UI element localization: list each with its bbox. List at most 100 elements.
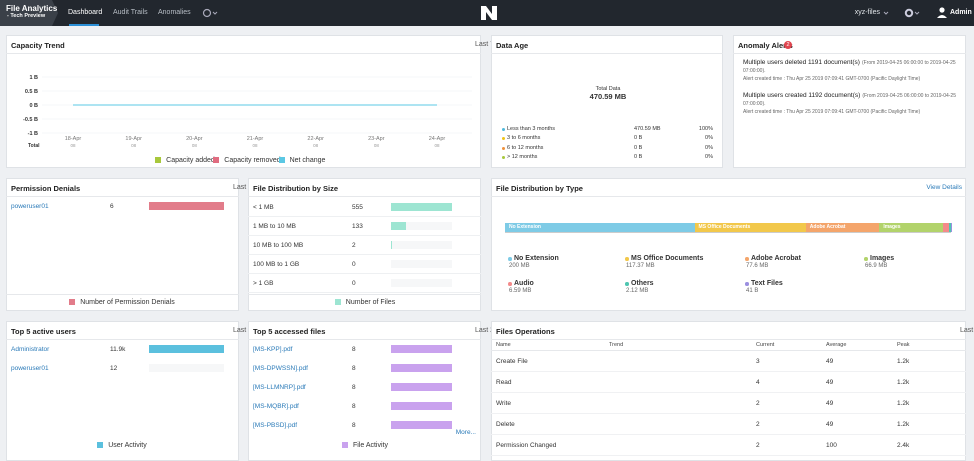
panel-divider	[248, 196, 481, 197]
active-tab-underline	[69, 24, 99, 26]
row-name[interactable]: [MS-KPP].pdf	[253, 346, 292, 353]
row-value: 8	[352, 384, 356, 391]
panel-title: File Distribution by Size	[253, 184, 338, 193]
panel-divider	[6, 196, 239, 197]
operation-stat: 2	[756, 400, 760, 407]
column-header: Name	[496, 342, 511, 348]
panel-title: Files Operations	[496, 327, 555, 336]
legend-swatch	[342, 442, 348, 448]
segment-label: No Extension	[505, 224, 541, 230]
row-name[interactable]: [MS-DPWSSN].pdf	[253, 365, 308, 372]
row-name[interactable]: [MS-MQBR].pdf	[253, 403, 299, 410]
page: (() => { const data = JSON.parse(documen…	[0, 0, 974, 449]
bar-track	[149, 364, 224, 372]
type-name: MS Office Documents	[631, 255, 703, 262]
type-bar-segment	[951, 223, 952, 232]
row-divider	[248, 235, 481, 236]
legend-swatch	[279, 157, 285, 163]
alert-time: Alert created time : Thu Apr 25 2019 07:…	[743, 108, 957, 116]
legend-swatch	[335, 299, 341, 305]
row-divider	[248, 292, 481, 293]
type-bar-underline	[505, 232, 951, 233]
row-name[interactable]: [MS-PBSD].pdf	[253, 422, 297, 429]
nav-tab[interactable]: Audit Trails	[113, 9, 148, 16]
bar	[391, 364, 452, 372]
segment-label: Adobe Acrobat	[806, 224, 846, 230]
panel-divider	[6, 294, 239, 295]
nav-tab[interactable]: Anomalies	[158, 9, 191, 16]
alert-item[interactable]: Multiple users created 1192 document(s)(…	[743, 92, 959, 116]
panel-title: Top 5 accessed files	[253, 327, 325, 336]
row-value: 11.9k	[110, 346, 125, 353]
panel	[248, 321, 481, 461]
type-dot	[864, 257, 868, 261]
row-name: 1 MB to 10 MB	[253, 223, 296, 230]
bar	[149, 202, 224, 210]
type-dot	[745, 282, 749, 286]
legend-swatch	[69, 299, 75, 305]
row-divider	[248, 216, 481, 217]
type-name: Adobe Acrobat	[751, 255, 801, 262]
row-name[interactable]: Administrator	[11, 346, 49, 353]
row-name[interactable]: poweruser01	[11, 365, 49, 372]
column-header: Peak	[897, 342, 910, 348]
panel	[6, 321, 239, 461]
type-size: 2.12 MB	[626, 288, 648, 294]
view-details-link[interactable]: View Details	[662, 184, 962, 191]
type-bar-segment: MS Office Documents	[695, 223, 806, 232]
panel-divider	[6, 53, 481, 54]
type-name: Others	[631, 280, 654, 287]
type-size: 6.59 MB	[509, 288, 531, 294]
panel-title: File Distribution by Type	[496, 184, 583, 193]
nav-tab[interactable]: Dashboard	[68, 9, 102, 16]
type-dot	[508, 257, 512, 261]
type-name: No Extension	[514, 255, 559, 262]
operation-stat: 49	[826, 358, 833, 365]
segment-label: MS Office Documents	[695, 224, 751, 230]
type-bar-segment: No Extension	[505, 223, 695, 232]
alert-count-badge: 2	[784, 41, 792, 49]
age-pct: 0%	[413, 154, 713, 160]
user-menu[interactable]: Admin	[950, 9, 972, 16]
row-divider	[491, 413, 966, 414]
type-name: Audio	[514, 280, 534, 287]
age-pct: 100%	[413, 126, 713, 132]
legend-item: Net change	[152, 157, 452, 164]
legend-label: Number of Files	[346, 299, 395, 306]
server-select[interactable]: xyz-files	[580, 9, 880, 16]
panel-title: Data Age	[496, 41, 528, 50]
row-value: 0	[352, 280, 356, 287]
operation-stat: 2	[756, 442, 760, 449]
bar	[391, 421, 452, 429]
panel-divider	[248, 339, 481, 340]
type-size: 117.37 MB	[626, 263, 655, 269]
operation-stat: 100	[826, 442, 837, 449]
panel-divider	[248, 294, 481, 295]
age-pct: 0%	[413, 145, 713, 151]
row-value: 2	[352, 242, 356, 249]
panel-divider	[733, 53, 966, 54]
more-link[interactable]: More...	[176, 429, 476, 436]
type-dot	[745, 257, 749, 261]
row-name[interactable]: poweruser01	[11, 203, 49, 210]
bar	[391, 383, 452, 391]
operation-stat: 1.2k	[897, 358, 909, 365]
row-value: 8	[352, 403, 356, 410]
legend-label: File Activity	[353, 442, 388, 449]
row-value: 0	[352, 261, 356, 268]
legend-item: File Activity	[215, 442, 515, 449]
brand-sub: - Tech Preview	[7, 13, 45, 19]
bar	[391, 203, 452, 211]
row-name[interactable]: [MS-LLMNRP].pdf	[253, 384, 306, 391]
operation-stat: 2.4k	[897, 442, 909, 449]
segment-label: Images	[879, 224, 900, 230]
alert-item[interactable]: Multiple users deleted 1191 document(s)(…	[743, 59, 959, 83]
row-divider	[491, 371, 966, 372]
row-name: < 1 MB	[253, 204, 274, 211]
alert-time: Alert created time : Thu Apr 25 2019 07:…	[743, 75, 957, 83]
panel-divider	[491, 196, 966, 197]
bar-track	[391, 241, 452, 249]
alert-text: Multiple users created 1192 document(s)	[743, 92, 860, 99]
range-dropdown[interactable]: Last 24 hours	[960, 327, 974, 334]
bar-track	[391, 260, 452, 268]
